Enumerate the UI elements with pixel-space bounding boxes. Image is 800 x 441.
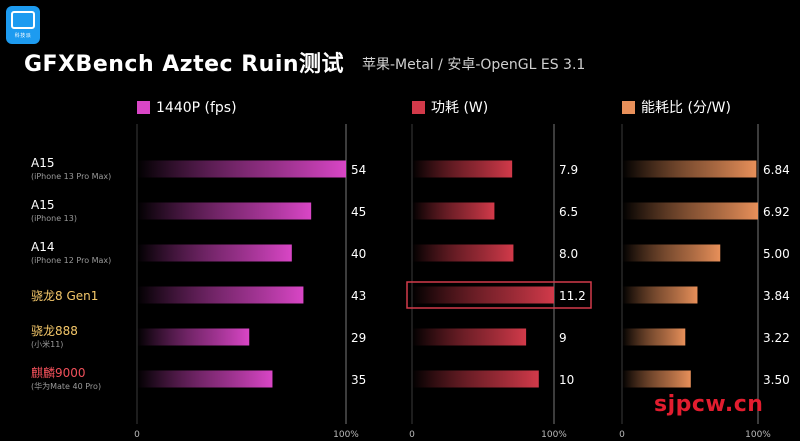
legend-swatch (137, 101, 150, 114)
bar (137, 286, 304, 304)
bar-value-label: 43 (351, 289, 366, 303)
bar (137, 370, 273, 388)
bar-value-label: 45 (351, 205, 366, 219)
bar (137, 244, 292, 262)
row-sublabel: (华为Mate 40 Pro) (31, 381, 101, 391)
bar-value-label: 10 (559, 373, 574, 387)
row-label: A15 (31, 198, 54, 212)
row-label: 麒麟9000 (31, 365, 86, 380)
axis-max-label: 100% (333, 430, 359, 440)
bar-value-label: 40 (351, 247, 366, 261)
bar-value-label: 6.92 (763, 205, 790, 219)
logo-icon (11, 11, 35, 29)
legend-label: 1440P (fps) (156, 100, 237, 116)
legend-swatch (412, 101, 425, 114)
watermark: sjpcw.cn (654, 392, 764, 417)
bar (622, 286, 698, 304)
axis-min-label: 0 (409, 430, 415, 440)
bar-value-label: 7.9 (559, 163, 578, 177)
bar (622, 160, 757, 178)
row-label: A14 (31, 240, 54, 254)
bar-value-label: 35 (351, 373, 366, 387)
bar (622, 244, 721, 262)
bar-value-label: 5.00 (763, 247, 790, 261)
bar (412, 160, 513, 178)
axis-max-label: 100% (541, 430, 567, 440)
bar (412, 328, 527, 346)
page-subtitle: 苹果-Metal / 安卓-OpenGL ES 3.1 (362, 57, 586, 73)
row-label: 骁龙8 Gen1 (31, 289, 98, 303)
bar (137, 328, 250, 346)
legend-swatch (622, 101, 635, 114)
axis-max-label: 100% (745, 430, 771, 440)
bar (137, 160, 346, 178)
axis-min-label: 0 (134, 430, 140, 440)
row-sublabel: (iPhone 12 Pro Max) (31, 256, 111, 265)
bar-value-label: 3.22 (763, 331, 790, 345)
bar-value-label: 8.0 (559, 247, 578, 261)
bar (622, 328, 686, 346)
bar-value-label: 6.5 (559, 205, 578, 219)
bar-value-label: 3.84 (763, 289, 790, 303)
row-sublabel: (小米11) (31, 339, 63, 349)
bar (412, 286, 554, 304)
row-sublabel: (iPhone 13) (31, 214, 77, 223)
bar (137, 202, 312, 220)
highlight-box (406, 281, 592, 309)
legend-label: 功耗 (W) (431, 100, 488, 116)
legend-label: 能耗比 (分/W) (641, 100, 731, 116)
axis-min-label: 0 (619, 430, 625, 440)
bar-value-label: 11.2 (559, 289, 586, 303)
row-label: 骁龙888 (31, 324, 78, 338)
row-sublabel: (iPhone 13 Pro Max) (31, 172, 111, 181)
row-label: A15 (31, 156, 54, 170)
bar (622, 370, 691, 388)
bar-value-label: 54 (351, 163, 366, 177)
brand-logo: 科技派 (6, 6, 40, 44)
page-title: GFXBench Aztec Ruin测试 (24, 52, 345, 77)
logo-text: 科技派 (14, 33, 32, 39)
bar-value-label: 9 (559, 331, 567, 345)
bar (412, 244, 514, 262)
bar (412, 202, 495, 220)
bar-value-label: 6.84 (763, 163, 790, 177)
bar-value-label: 29 (351, 331, 366, 345)
bar-value-label: 3.50 (763, 373, 790, 387)
bar (622, 202, 758, 220)
bar (412, 370, 539, 388)
